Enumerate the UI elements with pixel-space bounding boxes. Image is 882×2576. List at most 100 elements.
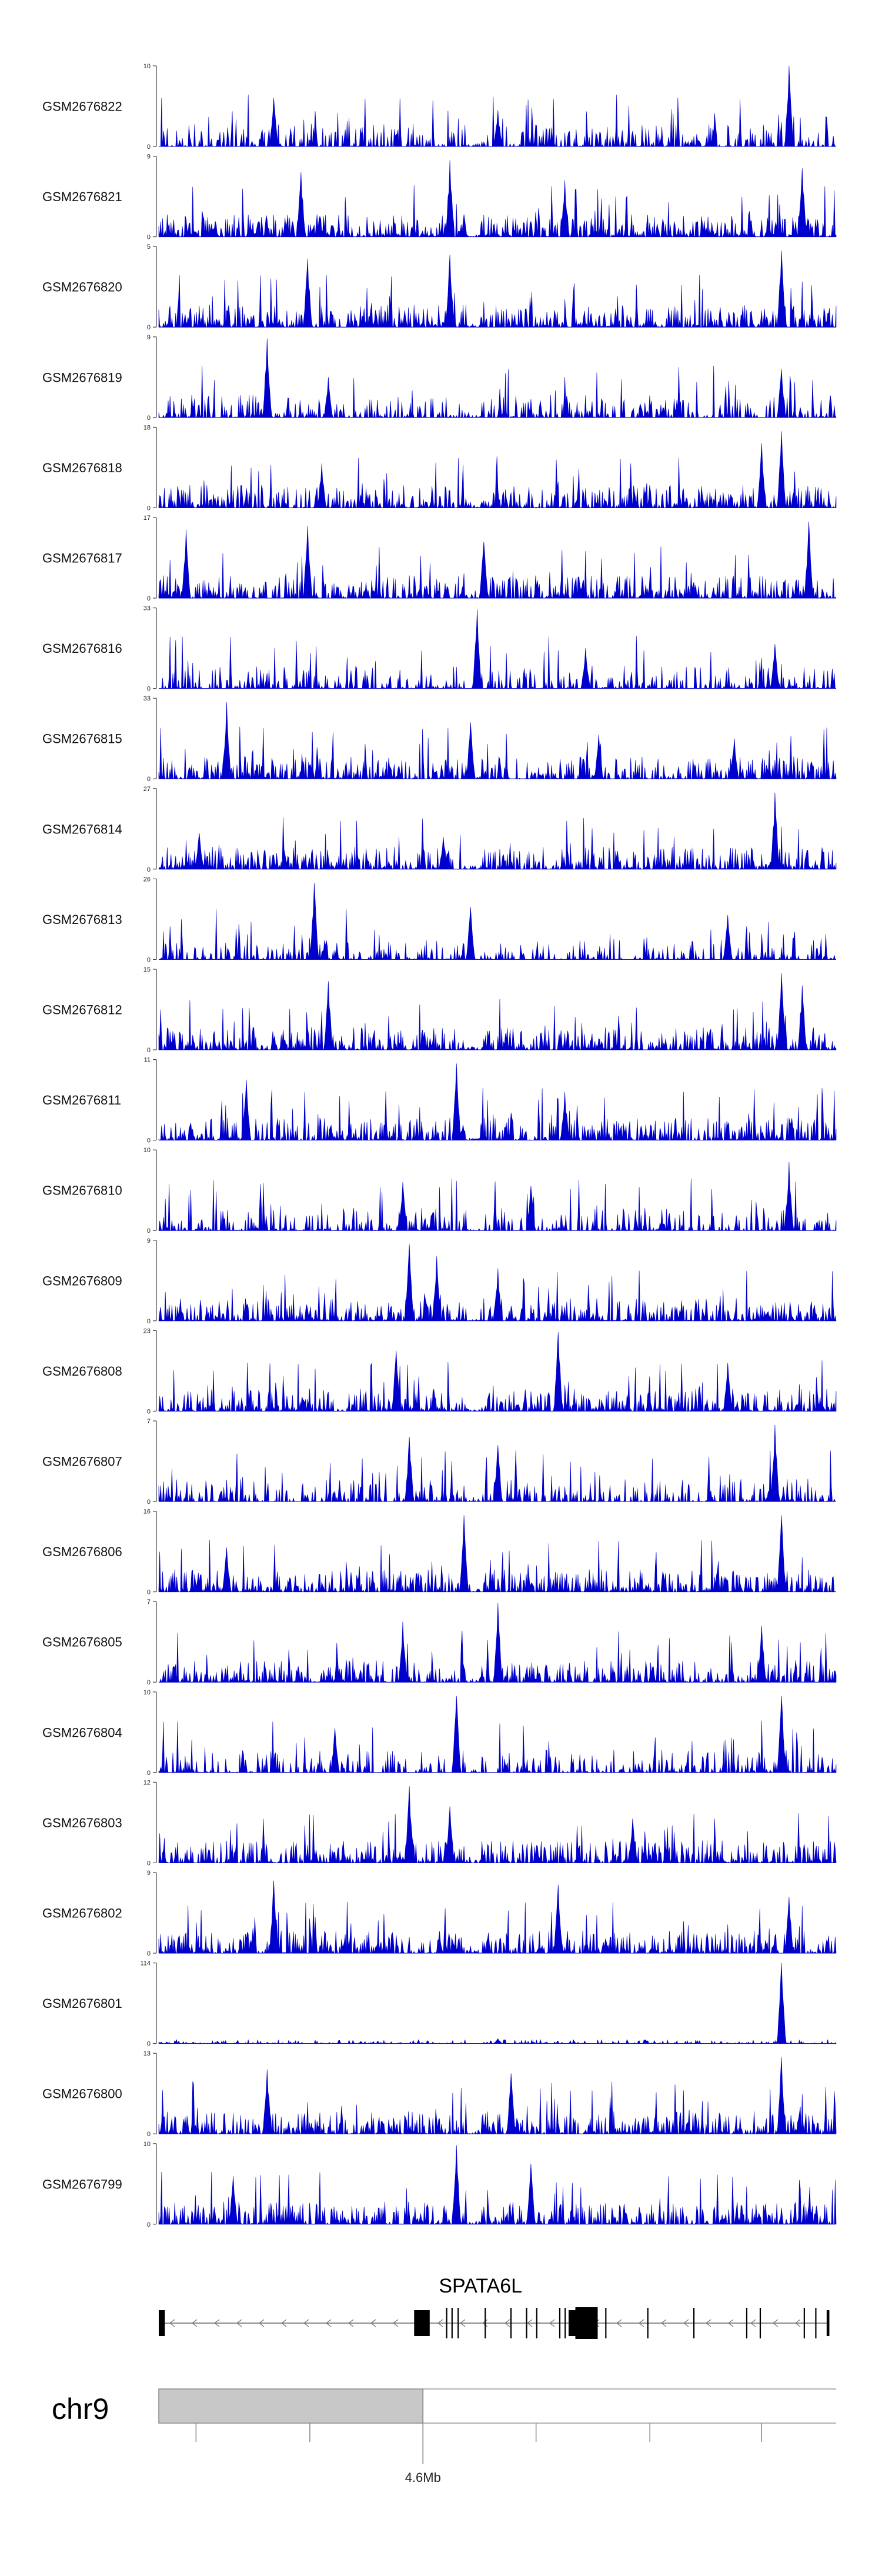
y-min-label: 0 <box>147 1950 151 1957</box>
coverage-area <box>159 609 836 689</box>
y-min-label: 0 <box>147 1679 151 1686</box>
coverage-area <box>158 1162 837 1232</box>
y-min-label: 0 <box>147 686 151 693</box>
y-max-label: 13 <box>143 2050 151 2057</box>
track-label: GSM2676799 <box>42 2177 122 2191</box>
coverage-area <box>158 973 837 1051</box>
track-label: GSM2676821 <box>42 189 122 204</box>
coverage-track: GSM2676820 5 0 <box>42 243 837 331</box>
track-label: GSM2676817 <box>42 551 122 566</box>
y-max-label: 9 <box>147 334 151 341</box>
gene-name: SPATA6L <box>439 2275 522 2297</box>
coverage-track: GSM2676819 9 0 <box>42 334 837 422</box>
coverage-area <box>159 65 836 148</box>
track-label: GSM2676815 <box>42 732 122 746</box>
y-min-label: 0 <box>147 866 151 873</box>
gene-annotation-track: SPATA6L <box>159 2275 830 2339</box>
y-min-label: 0 <box>147 1047 151 1054</box>
y-max-label: 23 <box>143 1327 151 1334</box>
exon-block <box>826 2310 830 2336</box>
coverage-area <box>158 1696 837 1773</box>
y-max-label: 18 <box>143 424 151 431</box>
track-label: GSM2676820 <box>42 280 122 295</box>
chromosome-label: chr9 <box>52 2393 109 2425</box>
strand-arrow <box>705 2319 711 2327</box>
coverage-track: GSM2676814 27 0 <box>42 786 837 873</box>
coverage-track: GSM2676801 114 0 <box>42 1960 837 2048</box>
coverage-tracks: GSM2676822100GSM267682190GSM267682050GSM… <box>42 63 837 2228</box>
y-max-label: 17 <box>143 515 151 522</box>
coverage-area <box>158 1424 836 1503</box>
y-min-label: 0 <box>147 1860 151 1867</box>
strand-arrow <box>169 2319 175 2327</box>
y-max-label: 10 <box>143 2141 151 2148</box>
strand-arrow <box>325 2319 332 2327</box>
track-label: GSM2676804 <box>42 1725 122 1740</box>
y-min-label: 0 <box>147 234 151 241</box>
coverage-track: GSM2676821 9 0 <box>42 154 837 241</box>
coverage-area <box>158 2057 837 2135</box>
y-max-label: 15 <box>143 966 151 973</box>
y-max-label: 5 <box>147 243 151 251</box>
coverage-area <box>158 338 837 418</box>
strand-arrow <box>526 2319 533 2327</box>
coverage-area <box>158 792 837 870</box>
coverage-area <box>159 1603 837 1683</box>
y-min-label: 0 <box>147 1227 151 1234</box>
y-min-label: 0 <box>147 1137 151 1144</box>
track-label: GSM2676816 <box>42 641 122 656</box>
coverage-area <box>158 1963 837 2044</box>
coverage-area <box>158 1063 837 1141</box>
track-label: GSM2676811 <box>42 1093 121 1107</box>
y-min-label: 0 <box>147 595 151 602</box>
y-min-label: 0 <box>147 1770 151 1777</box>
strand-arrow <box>794 2319 801 2327</box>
strand-arrow <box>683 2319 689 2327</box>
coverage-area <box>158 1515 837 1593</box>
coverage-track: GSM2676809 9 0 <box>42 1237 837 1325</box>
strand-arrow <box>303 2319 309 2327</box>
y-min-label: 0 <box>147 324 151 331</box>
coverage-track: GSM2676807 7 0 <box>42 1418 836 1506</box>
track-label: GSM2676802 <box>42 1906 122 1921</box>
y-min-label: 0 <box>147 144 151 151</box>
track-label: GSM2676819 <box>42 370 122 385</box>
y-max-label: 33 <box>143 695 151 702</box>
coverage-area <box>158 1880 837 1954</box>
coverage-area <box>158 431 837 509</box>
y-max-label: 10 <box>143 63 151 70</box>
y-max-label: 16 <box>143 1509 151 1516</box>
strand-arrow <box>750 2319 756 2327</box>
y-max-label: 7 <box>147 1599 151 1606</box>
strand-arrow <box>616 2319 622 2327</box>
strand-arrow <box>258 2319 265 2327</box>
y-max-label: 9 <box>147 1237 151 1244</box>
coverage-track: GSM2676813 26 0 <box>42 876 837 963</box>
exon-block <box>414 2310 430 2336</box>
y-min-label: 0 <box>147 1499 151 1506</box>
y-max-label: 9 <box>147 1870 151 1877</box>
coverage-area <box>158 1244 837 1322</box>
strand-arrow <box>213 2319 220 2327</box>
coverage-track: GSM2676805 7 0 <box>42 1599 837 1686</box>
y-min-label: 0 <box>147 2221 151 2228</box>
track-label: GSM2676805 <box>42 1635 122 1650</box>
y-min-label: 0 <box>147 505 151 512</box>
y-min-label: 0 <box>147 2041 151 2048</box>
coverage-track: GSM2676802 9 0 <box>42 1870 837 1957</box>
coverage-track: GSM2676806 16 0 <box>42 1509 837 1596</box>
ideogram-highlight <box>158 2388 424 2424</box>
coverage-track: GSM2676812 15 0 <box>42 966 837 1054</box>
y-max-label: 10 <box>143 1147 151 1154</box>
track-label: GSM2676808 <box>42 1364 122 1379</box>
strand-arrow <box>437 2319 443 2327</box>
coverage-area <box>158 160 837 238</box>
coverage-track: GSM2676800 13 0 <box>42 2050 837 2138</box>
track-label: GSM2676813 <box>42 912 122 927</box>
track-label: GSM2676822 <box>42 99 122 114</box>
y-min-label: 0 <box>147 2131 151 2138</box>
strand-arrow <box>772 2319 779 2327</box>
strand-arrow <box>392 2319 399 2327</box>
strand-arrow <box>348 2319 354 2327</box>
